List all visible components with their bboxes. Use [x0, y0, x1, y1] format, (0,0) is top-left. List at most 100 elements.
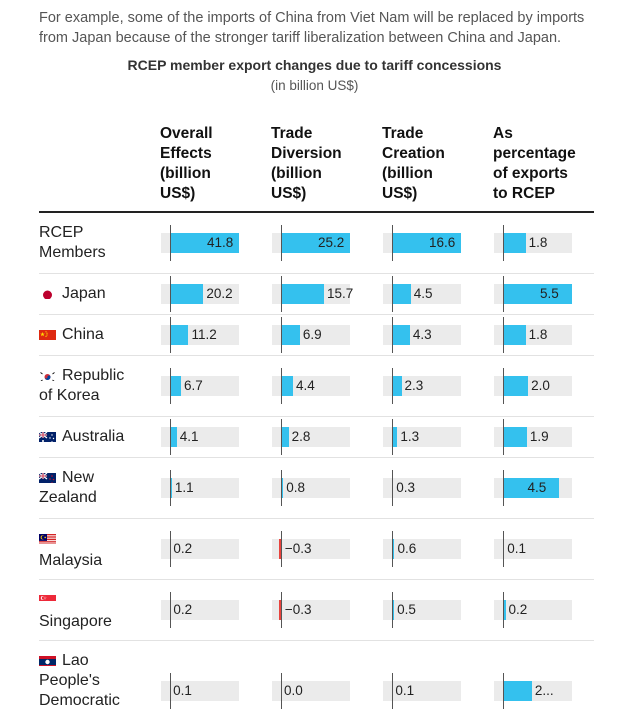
zero-axis — [170, 276, 171, 312]
value-label: 4.4 — [296, 378, 315, 393]
country-name: Japan — [62, 285, 106, 302]
country-label: Australia — [39, 427, 155, 447]
bar-track — [161, 427, 239, 447]
cell-pct: 2.0 — [494, 368, 572, 404]
column-header-overall: Overall Effects (billion US$) — [160, 125, 213, 202]
bar-pct — [503, 233, 526, 253]
header-rule — [39, 211, 594, 213]
bar-track — [383, 600, 461, 620]
bar-diversion — [281, 325, 300, 345]
cell-creation: 0.6 — [383, 531, 461, 567]
bar-diversion — [279, 539, 281, 559]
zero-axis — [503, 470, 504, 506]
country-label: Japan — [39, 284, 155, 304]
column-header-pct: As percentage of exports to RCEP — [493, 125, 576, 202]
bar-diversion — [279, 600, 281, 620]
bar-pct — [503, 427, 527, 447]
cell-diversion: 0.0 — [272, 673, 350, 709]
zero-axis — [281, 592, 282, 628]
value-label: 0.0 — [284, 683, 303, 698]
table-row: Malaysia 0.2 −0.3 0.6 0.1 — [39, 519, 594, 580]
country-name: Australia — [62, 428, 125, 445]
value-label: 4.3 — [412, 327, 432, 342]
bar-track — [383, 681, 461, 701]
value-label: 0.1 — [173, 683, 192, 698]
zero-axis — [392, 368, 393, 404]
singapore-flag-icon — [39, 593, 56, 605]
cell-pct: 1.8 — [494, 317, 572, 353]
country-name: Singapore — [39, 613, 112, 630]
zero-axis — [281, 276, 282, 312]
bar-track — [383, 427, 461, 447]
value-label: 1.3 — [400, 429, 420, 444]
bar-overall — [170, 233, 239, 253]
bar-track — [161, 600, 239, 620]
table-row: RCEP Members 41.8 25.2 16.6 1.8 — [39, 213, 594, 274]
country-label: Lao People's Democratic — [39, 651, 155, 711]
zero-axis — [503, 673, 504, 709]
zero-axis — [281, 419, 282, 455]
zero-axis — [170, 470, 171, 506]
zero-axis — [503, 317, 504, 353]
value-label: 11.2 — [191, 327, 217, 342]
zero-axis — [392, 419, 393, 455]
zero-axis — [503, 419, 504, 455]
zero-axis — [503, 368, 504, 404]
zero-axis — [281, 368, 282, 404]
value-label: 0.3 — [396, 480, 416, 495]
value-label: 20.2 — [206, 286, 233, 301]
zero-axis — [392, 531, 393, 567]
china-flag-icon — [39, 328, 56, 340]
cell-diversion: −0.3 — [272, 531, 350, 567]
cell-creation: 0.3 — [383, 470, 461, 506]
cell-creation: 1.3 — [383, 419, 461, 455]
table-row: Singapore 0.2 −0.3 0.5 0.2 — [39, 580, 594, 641]
bar-overall — [170, 284, 204, 304]
cell-pct: 5.5 — [494, 276, 572, 312]
japan-flag-icon — [39, 287, 56, 299]
column-header-creation: Trade Creation (billion US$) — [382, 125, 445, 202]
bar-pct — [503, 478, 560, 498]
bar-pct — [503, 284, 572, 304]
bar-creation — [392, 325, 410, 345]
zero-axis — [392, 317, 393, 353]
bar-pct — [503, 600, 506, 620]
cell-pct: 1.9 — [494, 419, 572, 455]
value-label: 0.5 — [397, 602, 416, 617]
country-name: Republic of Korea — [39, 367, 125, 404]
zero-axis — [281, 317, 282, 353]
cell-creation: 0.1 — [383, 673, 461, 709]
value-label: 1.1 — [174, 480, 194, 495]
bar-track — [383, 478, 461, 498]
bar-creation — [392, 600, 395, 620]
cell-creation: 16.6 — [383, 225, 461, 261]
bar-overall — [170, 325, 189, 345]
value-label: −0.3 — [284, 602, 312, 617]
zero-axis — [281, 673, 282, 709]
chart-subtitle: (in billion US$) — [270, 78, 359, 93]
country-name: China — [62, 326, 104, 343]
country-label: Republic of Korea — [39, 366, 155, 406]
zero-axis — [503, 592, 504, 628]
cell-diversion: 15.7 — [272, 276, 353, 312]
value-label: 4.5 — [527, 480, 547, 495]
zero-axis — [170, 368, 171, 404]
value-label: 1.9 — [529, 429, 549, 444]
zero-axis — [503, 531, 504, 567]
cell-overall: 1.1 — [161, 470, 239, 506]
cell-diversion: 2.8 — [272, 419, 350, 455]
bar-overall — [170, 427, 177, 447]
bar-creation — [392, 427, 398, 447]
value-label: 6.7 — [184, 378, 203, 393]
cell-pct: 0.1 — [494, 531, 572, 567]
bar-diversion — [281, 427, 289, 447]
cell-diversion: −0.3 — [272, 592, 350, 628]
cell-diversion: 0.8 — [272, 470, 350, 506]
country-label: Singapore — [39, 590, 155, 632]
value-label: 5.5 — [540, 286, 559, 301]
value-label: 41.8 — [207, 235, 234, 250]
cell-pct: 1.8 — [494, 225, 572, 261]
cell-diversion: 4.4 — [272, 368, 350, 404]
bar-diversion — [281, 233, 350, 253]
cell-diversion: 6.9 — [272, 317, 350, 353]
